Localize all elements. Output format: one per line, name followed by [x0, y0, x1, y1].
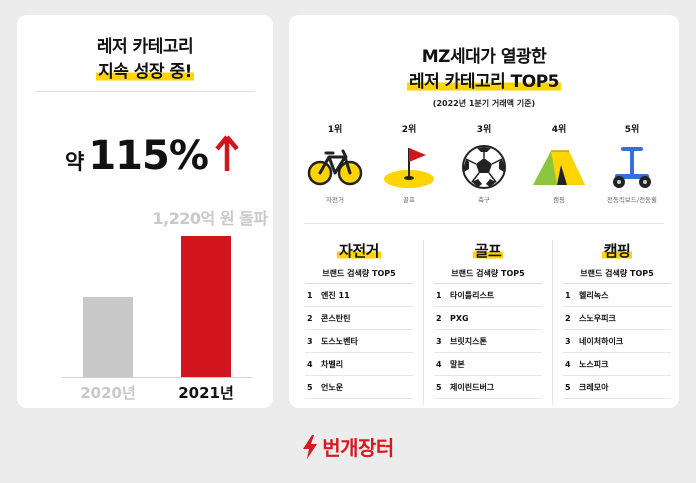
growth-title-line2: 지속 성장 중!	[96, 62, 194, 82]
up-arrow-icon	[215, 135, 239, 171]
brand-section-golf: 골프 브랜드 검색량 TOP5 1 타이틀리스트 2 PXG 3 브릿지스톤 4 말본 …	[434, 240, 542, 399]
logo-text: 번개장터	[322, 436, 394, 460]
divider	[304, 223, 664, 224]
rank-label: 4위	[551, 125, 567, 135]
list-item: 4 차벨리	[305, 353, 413, 376]
soccer-ball-icon	[456, 144, 512, 190]
list-item: 5 언노운	[305, 376, 413, 399]
column-divider	[552, 240, 553, 405]
list-item: 1 엔진 11	[305, 284, 413, 307]
brand-section-title: 캠핑	[601, 242, 633, 260]
list-item: 5 크레모아	[563, 376, 671, 399]
brand-list: 1 엔진 11 2 콘스탄틴 3 도스노벤타 4 차벨리 5 언노운	[305, 284, 413, 399]
rank-item-5: 5위 전동킥보드/전동휠	[597, 122, 667, 204]
brand-section-camping: 캠핑 브랜드 검색량 TOP5 1 헬리녹스 2 스노우피크 3 네이처하이크 4 노스…	[563, 240, 671, 399]
growth-rate: 약 115%	[65, 133, 209, 179]
list-item: 1 타이틀리스트	[434, 284, 542, 307]
top5-title-line2: 레저 카테고리 TOP5	[406, 72, 561, 92]
top5-title-line1: MZ세대가 열광한	[421, 47, 547, 67]
list-item: 3 도스노벤타	[305, 330, 413, 353]
growth-card: 레저 카테고리 지속 성장 중! 약 115% 1,220억 원 돌파 2020…	[17, 15, 273, 408]
brand-list: 1 헬리녹스 2 스노우피크 3 네이처하이크 4 노스피크 5 크레모아	[563, 284, 671, 399]
list-item: 2 콘스탄틴	[305, 307, 413, 330]
bar-2021	[181, 236, 231, 377]
list-item: 2 스노우피크	[563, 307, 671, 330]
golf-flag-icon	[381, 144, 437, 190]
rank-label: 1위	[327, 125, 343, 135]
year-label-2021: 2021년	[178, 384, 234, 402]
electric-wheel-icon	[604, 144, 660, 190]
lightning-bolt-icon	[303, 434, 318, 459]
list-item: 2 PXG	[434, 307, 542, 330]
rank-label: 3위	[476, 125, 492, 135]
list-item: 5 제이린드버그	[434, 376, 542, 399]
list-item: 3 네이처하이크	[563, 330, 671, 353]
bar-annotation: 1,220억 원 돌파	[152, 209, 268, 228]
rank-item-2: 2위 골프	[374, 122, 444, 204]
brand-section-bicycle: 자전거 브랜드 검색량 TOP5 1 엔진 11 2 콘스탄틴 3 도스노벤타 4 차벨…	[305, 240, 413, 399]
rank-category: 전동킥보드/전동휠	[606, 196, 658, 204]
brand-section-subtitle: 브랜드 검색량 TOP5	[563, 268, 671, 284]
list-item: 4 노스피크	[563, 353, 671, 376]
rank-label: 2위	[401, 125, 417, 135]
brand-section-title: 자전거	[337, 242, 381, 260]
bicycle-icon	[307, 144, 363, 190]
camping-tent-icon	[531, 144, 587, 190]
list-item: 4 말본	[434, 353, 542, 376]
bar-2020	[83, 297, 133, 377]
brand-logo: 번개장터	[0, 432, 696, 461]
growth-value: 115%	[88, 133, 209, 179]
top5-card: MZ세대가 열광한 레저 카테고리 TOP5 (2022년 1분기 거래액 기준…	[289, 15, 679, 408]
brand-list: 1 타이틀리스트 2 PXG 3 브릿지스톤 4 말본 5 제이린드버그	[434, 284, 542, 399]
column-divider	[423, 240, 424, 405]
rank-label: 5위	[624, 125, 640, 135]
basis-note: (2022년 1분기 거래액 기준)	[432, 99, 536, 108]
rank-item-1: 1위 자전거	[300, 122, 370, 204]
brand-section-title: 골프	[472, 242, 504, 260]
rank-item-4: 4위 캠핑	[524, 122, 594, 204]
rank-item-3: 3위 축구	[449, 122, 519, 204]
rank-category: 캠핑	[553, 196, 565, 204]
rank-category: 자전거	[326, 196, 344, 204]
growth-prefix: 약	[65, 150, 85, 174]
list-item: 1 헬리녹스	[563, 284, 671, 307]
divider	[35, 91, 255, 92]
bar-baseline	[62, 377, 252, 378]
rank-category: 축구	[478, 196, 490, 204]
brand-section-subtitle: 브랜드 검색량 TOP5	[434, 268, 542, 284]
growth-title-line1: 레저 카테고리	[96, 37, 194, 57]
rank-category: 골프	[403, 196, 415, 204]
year-label-2020: 2020년	[80, 384, 136, 402]
brand-section-subtitle: 브랜드 검색량 TOP5	[305, 268, 413, 284]
list-item: 3 브릿지스톤	[434, 330, 542, 353]
